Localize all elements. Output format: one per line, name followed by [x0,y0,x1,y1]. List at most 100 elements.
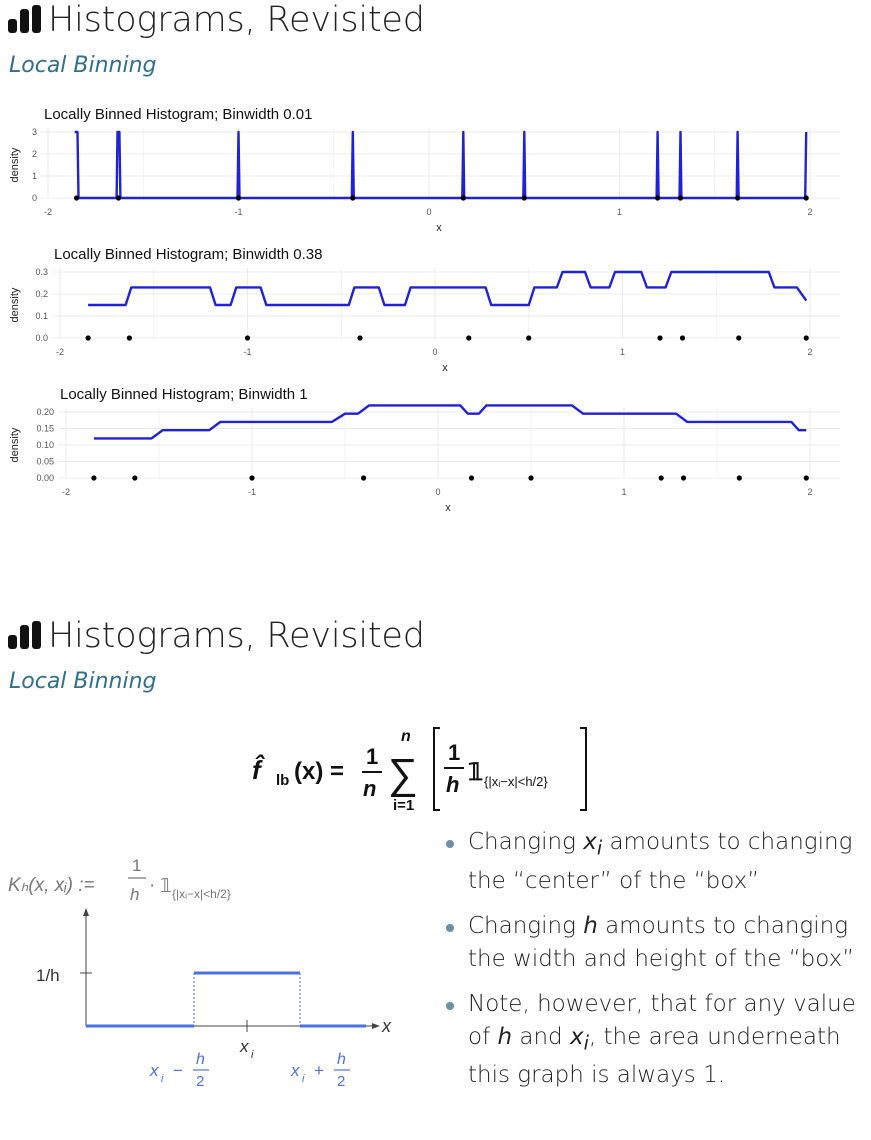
formula-arg: (x) = [294,758,344,785]
y-axis-label: density [9,287,21,322]
data-point [468,475,475,481]
kernel-right-sub: i [302,1073,305,1085]
y-tick-label: 0.20 [36,407,54,417]
kernel-right-two: 2 [337,1073,345,1090]
bullet-item: Changing xi amounts to changing the “cen… [442,826,862,898]
kernel-den: h [130,885,139,904]
slide-subtitle: Local Binning [9,53,157,78]
data-point [249,475,255,481]
formula-frac-den: n [363,776,376,801]
kernel-left-x: x [149,1061,159,1080]
data-point [460,195,466,201]
data-point [350,195,356,201]
x-axis-label: x [436,222,442,234]
formula-indicator: 𝟙 [468,759,483,786]
y-tick-label: 0.05 [36,457,54,467]
kernel-left-op: − [173,1061,183,1080]
kernel-diagram: Kₕ(x, xᵢ) := 1 h · 𝟙 {|xᵢ−x|<h/2} 1/h x … [8,856,392,1090]
bar-chart-icon [8,5,41,33]
formula-sum-bottom: i=1 [393,797,414,814]
x-tick-label: -2 [62,487,70,497]
x-tick-label: -1 [234,207,242,217]
data-point [91,475,97,481]
x-tick-label: 1 [620,347,625,357]
x-tick-label: 2 [807,487,812,497]
chart-svg: 0.00 0.05 0.10 0.15 0.20 -2 -1 0 1 2 x density [9,404,840,514]
slide-title-text: Histograms, Revisited [48,616,425,656]
density-line [93,404,807,440]
kernel-num: 1 [132,856,141,875]
data-point [115,195,122,201]
formula-indicator-sub: {|xᵢ−x|<h/2} [484,774,548,789]
formula-sum-symbol: ∑ [388,750,418,797]
kernel-indicator: 𝟙 [160,876,172,897]
x-tick-label: 2 [807,207,812,217]
formula-lhs-sub: lb [276,772,289,789]
data-point [736,335,742,341]
slide-1: Histograms, Revisited Local Binning Loca… [0,0,871,520]
data-point [126,335,132,341]
chart-title: Locally Binned Histogram; Binwidth 0.01 [44,106,313,123]
y-tick-label: 0 [32,193,37,203]
formula-frac-num: 1 [366,744,378,769]
y-tick-label: 0.2 [35,289,48,299]
bullet-item: Note, however, that for any value of h a… [442,988,862,1093]
data-point [736,475,742,481]
data-point [526,335,532,341]
data-point [679,335,686,341]
data-point [803,475,809,481]
x-tick-label: -1 [248,487,256,497]
chart-binwidth-001: Locally Binned Histogram; Binwidth 0.01 … [0,100,871,240]
data-point [680,475,687,481]
kernel-right-op: + [314,1061,324,1080]
kernel-y-label: 1/h [36,966,60,985]
chart-svg: 0 1 2 3 -2 -1 0 1 2 x density [9,127,840,234]
y-tick-label: 0.1 [35,311,48,321]
y-axis-label: density [9,427,21,462]
data-point [528,475,534,481]
kernel-left-h: h [196,1051,205,1068]
bar-chart-icon [8,621,41,649]
data-point [655,195,661,201]
slide-subtitle: Local Binning [9,669,157,694]
x-axis-label: x [442,362,448,374]
data-point [357,335,363,341]
chart-title: Locally Binned Histogram; Binwidth 0.38 [54,246,323,263]
slide-title-text: Histograms, Revisited [48,0,425,40]
chart-binwidth-1: Locally Binned Histogram; Binwidth 1 0.0… [0,380,871,520]
y-tick-label: 3 [32,127,37,137]
y-tick-label: 0.15 [36,424,54,434]
data-point [244,335,251,341]
bullet-item: Changing h amounts to changing the width… [442,910,862,976]
x-axis-label: x [445,502,451,514]
data-point [361,475,367,481]
y-tick-label: 0.3 [35,267,48,277]
data-point [73,195,80,201]
slide-title: Histograms, Revisited [8,0,425,40]
x-tick-label: -2 [44,207,52,217]
slide-2: Histograms, Revisited Local Binning f̂ l… [0,600,871,1132]
y-tick-label: 2 [32,149,37,159]
kernel-right-h: h [337,1051,346,1068]
y-tick-label: 0.0 [35,333,48,343]
kernel-indicator-sub: {|xᵢ−x|<h/2} [172,887,231,901]
chart-svg: 0.0 0.1 0.2 0.3 -2 -1 0 1 2 x density [9,267,840,374]
kernel-left-two: 2 [196,1073,204,1090]
x-tick-label: 2 [807,347,812,357]
data-point [735,195,741,201]
data-point [466,335,472,341]
kernel-lhs: Kₕ(x, xᵢ) := [8,875,95,896]
data-point [803,195,809,201]
data-point [657,335,663,341]
data-point [658,475,664,481]
x-tick-label: 0 [435,487,440,497]
data-point [677,195,684,201]
main-formula: f̂ lb (x) = 1 n n ∑ i=1 1 h 𝟙 {|xᵢ−x|<h/… [252,727,587,814]
formula-sum-top: n [401,728,411,745]
x-tick-label: -1 [243,347,251,357]
x-tick-label: -2 [56,347,64,357]
formula-lhs: f̂ [252,754,266,785]
data-point [132,475,138,481]
density-line [74,130,808,200]
x-tick-label: 0 [426,207,431,217]
